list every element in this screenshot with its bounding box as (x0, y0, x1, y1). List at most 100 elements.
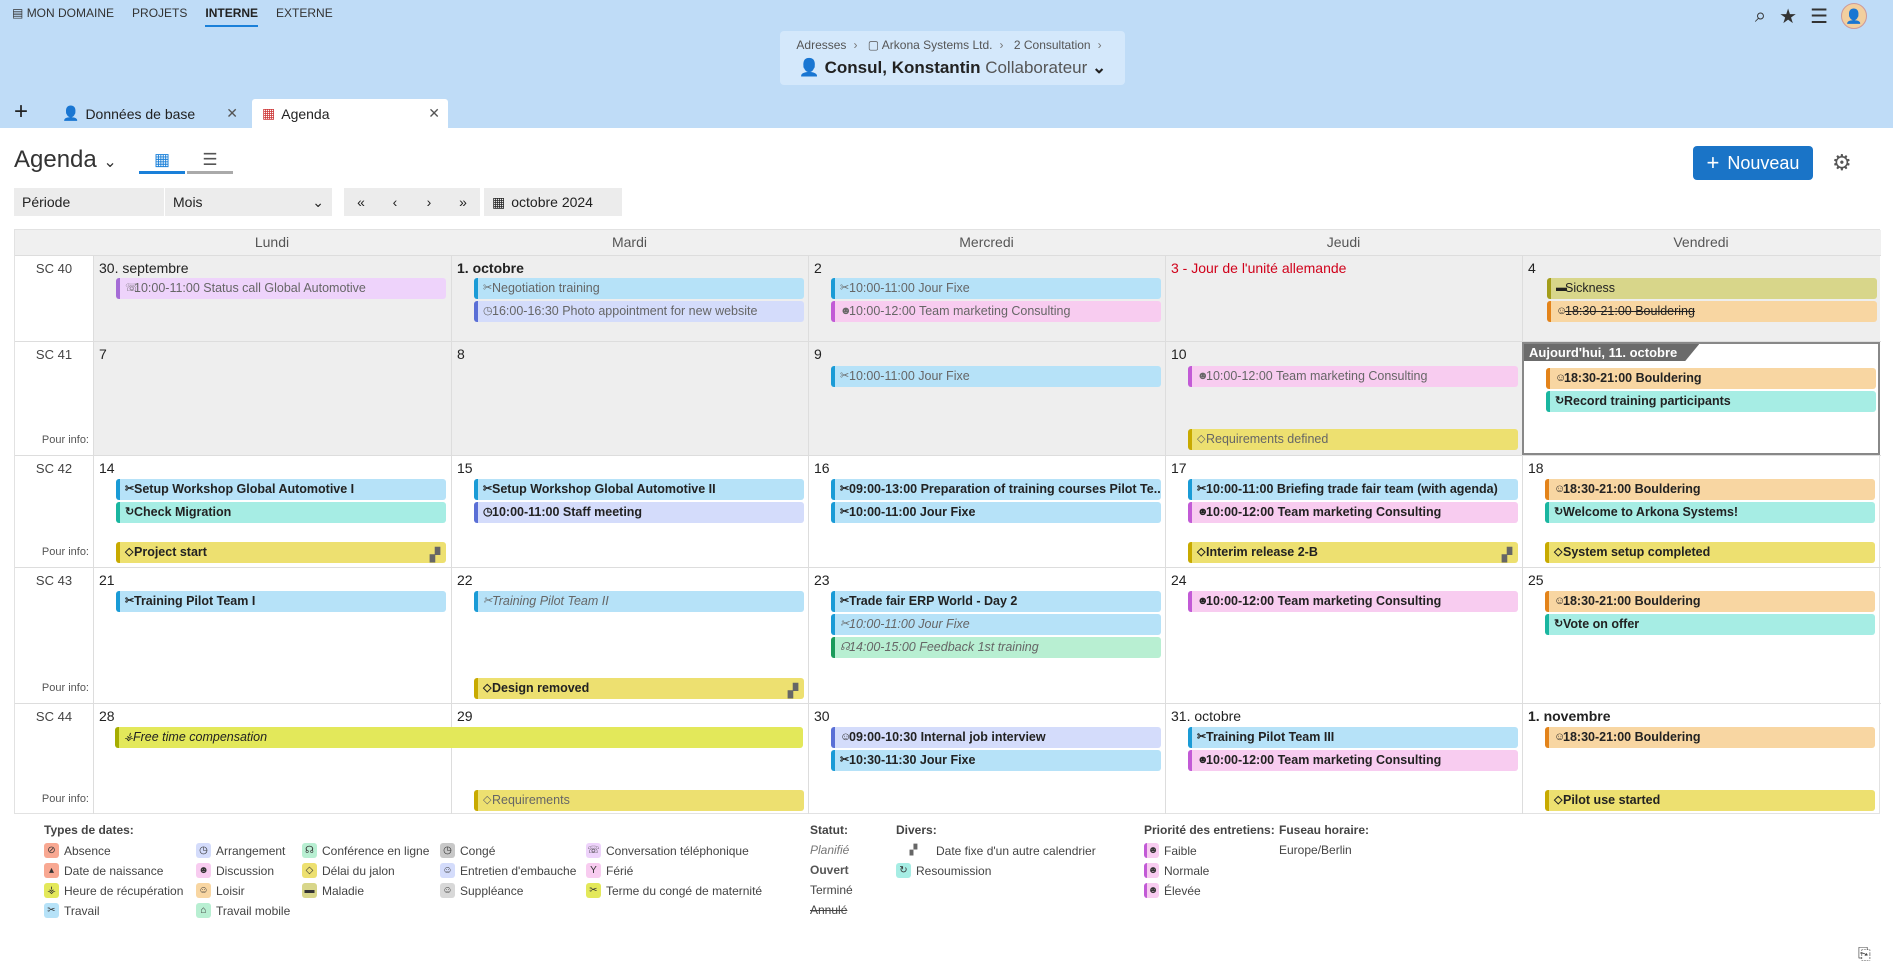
prev-icon[interactable]: ‹ (378, 188, 412, 216)
day-cell[interactable]: 15 ✂ Setup Workshop Global Automotive II … (451, 456, 808, 567)
day-cell[interactable]: 4 ▬ Sickness ☺ 18:30-21:00 Bouldering (1522, 256, 1880, 341)
event[interactable]: ◇ Requirements (474, 790, 804, 811)
event[interactable]: ◇ Design removed ▞ (474, 678, 804, 699)
day-cell[interactable]: 21 ✂ Training Pilot Team I (93, 568, 451, 703)
day-cell[interactable]: 2 ✂ 10:00-11:00 Jour Fixe ☻ 10:00-12:00 Te… (808, 256, 1165, 341)
event[interactable]: ✂ 10:00-11:00 Briefing trade fair team (w… (1188, 479, 1518, 500)
nav-interne[interactable]: INTERNE (205, 6, 259, 27)
new-button[interactable]: + Nouveau (1693, 146, 1813, 180)
event[interactable]: ✂ 10:00-11:00 Jour Fixe (831, 278, 1161, 299)
day-cell[interactable]: 1. novembre ☺ 18:30-21:00 Bouldering ◇ Pil… (1522, 704, 1880, 814)
day-number: 16 (814, 460, 830, 476)
event[interactable]: ✂ Training Pilot Team I (116, 591, 446, 612)
event[interactable]: ✂ Setup Workshop Global Automotive II (474, 479, 804, 500)
day-cell[interactable]: 24 ☻ 10:00-12:00 Team marketing Consultin… (1165, 568, 1522, 703)
event[interactable]: ☺ 18:30-21:00 Bouldering (1546, 368, 1876, 389)
event[interactable]: ☺ 18:30-21:00 Bouldering (1545, 591, 1875, 612)
last-page-icon[interactable]: » (446, 188, 480, 216)
tab-agenda[interactable]: ▦ Agenda ✕ (252, 99, 448, 128)
day-cell[interactable]: 1. octobre ✂ Negotiation training ◷ 16:00-… (451, 256, 808, 341)
event-label: 10:00-12:00 Team marketing Consulting (1206, 753, 1442, 767)
day-cell[interactable]: 18 ☺ 18:30-21:00 Bouldering ↻ Welcome to A… (1522, 456, 1880, 567)
day-cell[interactable]: 7 (93, 342, 451, 455)
event[interactable]: ✂ 09:00-13:00 Preparation of training cou… (831, 479, 1161, 500)
breadcrumb-item[interactable]: 2 Consultation (1013, 38, 1091, 52)
day-cell[interactable]: 25 ☺ 18:30-21:00 Bouldering ↻ Vote on offe… (1522, 568, 1880, 703)
event[interactable]: ▬ Sickness (1547, 278, 1877, 299)
nav-mon-domaine[interactable]: ▤ MON DOMAINE (12, 6, 114, 27)
calendar-view-icon[interactable]: ▦ (139, 150, 185, 174)
event[interactable]: ☻ 10:00-12:00 Team marketing Consulting (1188, 366, 1518, 387)
event[interactable]: ✂ 10:00-11:00 Jour Fixe (831, 366, 1161, 387)
list-view-icon[interactable]: ☰ (187, 150, 233, 174)
event[interactable]: ✂ Training Pilot Team III (1188, 727, 1518, 748)
person-selector[interactable]: 👤 Consul, Konstantin Collaborateur ⌄ (780, 58, 1125, 78)
today-cell[interactable]: Aujourd'hui, 11. octobre ☺ 18:30-21:00 Bo… (1522, 342, 1880, 455)
event[interactable]: ↻ Record training participants (1546, 391, 1876, 412)
nav-externe[interactable]: EXTERNE (276, 6, 333, 20)
event[interactable]: ◷ 16:00-16:30 Photo appointment for new w… (474, 301, 804, 322)
event[interactable]: ✂ 10:00-11:00 Jour Fixe (831, 614, 1161, 635)
day-cell[interactable]: 8 (451, 342, 808, 455)
day-cell[interactable]: 17 ✂ 10:00-11:00 Briefing trade fair team… (1165, 456, 1522, 567)
event[interactable]: ☏ 10:00-11:00 Status call Global Automoti… (116, 278, 446, 299)
period-select[interactable]: Mois ⌄ (164, 188, 332, 216)
page-title[interactable]: Agenda ⌄ (14, 146, 117, 174)
event[interactable]: ☺ 18:30-21:00 Bouldering (1545, 479, 1875, 500)
search-icon[interactable]: ⌕ (1754, 4, 1767, 27)
star-icon[interactable]: ★ (1779, 5, 1798, 28)
day-cell[interactable]: 9 ✂ 10:00-11:00 Jour Fixe (808, 342, 1165, 455)
event[interactable]: ☻ 10:00-12:00 Team marketing Consulting (1188, 502, 1518, 523)
tab-donnees-de-base[interactable]: 👤 Données de base ✕ (52, 99, 246, 128)
event[interactable]: ◇ Pilot use started (1545, 790, 1875, 811)
event[interactable]: ◇ Interim release 2-B ▞ (1188, 542, 1518, 563)
close-icon[interactable]: ✕ (428, 105, 440, 121)
event[interactable]: ☺ 18:30-21:00 Bouldering (1547, 301, 1877, 322)
tab-bar: + 👤 Données de base ✕ ▦ Agenda ✕ (0, 96, 1893, 128)
event[interactable]: ◷ 10:00-11:00 Staff meeting (474, 502, 804, 523)
event[interactable]: ☻ 10:00-12:00 Team marketing Consulting (831, 301, 1161, 322)
event[interactable]: ⚶ Free time compensation (115, 727, 803, 748)
event[interactable]: ↻ Vote on offer (1545, 614, 1875, 635)
event[interactable]: ✂ Trade fair ERP World - Day 2 (831, 591, 1161, 612)
day-cell[interactable]: 31. octobre ✂ Training Pilot Team III ☻ 10… (1165, 704, 1522, 814)
filter-settings-icon[interactable]: ⚙ (1832, 150, 1852, 175)
event[interactable]: ↻ Check Migration (116, 502, 446, 523)
event[interactable]: ◇ Requirements defined (1188, 429, 1518, 450)
nav-projets[interactable]: PROJETS (132, 6, 188, 20)
date-picker[interactable]: ▦ octobre 2024 (484, 188, 622, 216)
day-cell[interactable]: 22 ✂ Training Pilot Team II ◇ Design remov… (451, 568, 808, 703)
event[interactable]: ↻ Welcome to Arkona Systems! (1545, 502, 1875, 523)
event[interactable]: ☺ 09:00-10:30 Internal job interview (831, 727, 1161, 748)
day-cell[interactable]: 3 - Jour de l'unité allemande (1165, 256, 1522, 341)
breadcrumb-item[interactable]: Adresses (796, 38, 847, 52)
event[interactable]: ☺ 18:30-21:00 Bouldering (1545, 727, 1875, 748)
next-icon[interactable]: › (412, 188, 446, 216)
breadcrumb-item[interactable]: Arkona Systems Ltd. (881, 38, 993, 52)
export-icon[interactable]: ⎘ (1858, 946, 1871, 963)
avatar[interactable]: 👤 (1841, 3, 1867, 29)
event[interactable]: ☻ 10:00-12:00 Team marketing Consulting (1188, 591, 1518, 612)
first-page-icon[interactable]: « (344, 188, 378, 216)
event[interactable]: ☻ 10:00-12:00 Team marketing Consulting (1188, 750, 1518, 771)
event[interactable]: ◇ System setup completed (1545, 542, 1875, 563)
add-tab-icon[interactable]: + (14, 98, 29, 125)
event[interactable]: ✂ Negotiation training (474, 278, 804, 299)
day-cell[interactable]: 14 ✂ Setup Workshop Global Automotive I ↻… (93, 456, 451, 567)
event[interactable]: ☊ 14:00-15:00 Feedback 1st training (831, 637, 1161, 658)
menu-icon[interactable]: ☰ (1810, 5, 1828, 28)
event[interactable]: ✂ 10:30-11:30 Jour Fixe (831, 750, 1161, 771)
day-cell[interactable]: 30 ☺ 09:00-10:30 Internal job interview ✂… (808, 704, 1165, 814)
day-cell[interactable]: 28 (93, 704, 451, 814)
day-cell[interactable]: 16 ✂ 09:00-13:00 Preparation of training … (808, 456, 1165, 567)
day-cell[interactable]: 23 ✂ Trade fair ERP World - Day 2 ✂ 10:00-… (808, 568, 1165, 703)
event[interactable]: ✂ Setup Workshop Global Automotive I (116, 479, 446, 500)
legend-item: ▴ Date de naissance (44, 863, 163, 878)
event[interactable]: ✂ Training Pilot Team II (474, 591, 804, 612)
event[interactable]: ✂ 10:00-11:00 Jour Fixe (831, 502, 1161, 523)
day-cell[interactable]: 30. septembre ☏ 10:00-11:00 Status call G… (93, 256, 451, 341)
day-cell[interactable]: 29 ◇ Requirements (451, 704, 808, 814)
close-icon[interactable]: ✕ (226, 105, 238, 121)
day-cell[interactable]: 10 ☻ 10:00-12:00 Team marketing Consultin… (1165, 342, 1522, 455)
event[interactable]: ◇ Project start ▞ (116, 542, 446, 563)
